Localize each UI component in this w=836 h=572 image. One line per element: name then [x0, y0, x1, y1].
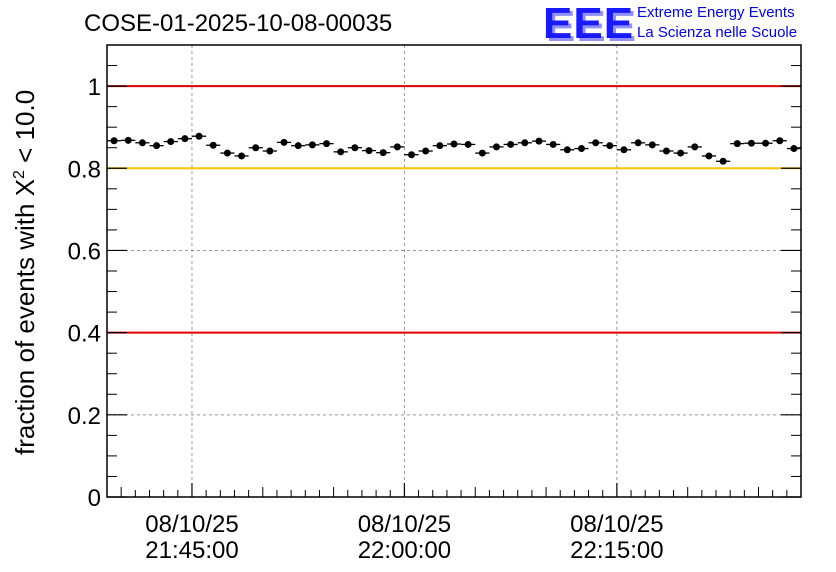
- y-tick-label: 0.8: [68, 156, 101, 183]
- axis-ticks: [107, 65, 801, 498]
- y-axis-label-exp: 2: [11, 170, 28, 179]
- logo-subtitle-2: La Scienza nelle Scuole: [637, 24, 798, 41]
- grid-layer: [107, 45, 801, 497]
- data-point: [507, 140, 515, 148]
- data-point: [422, 147, 430, 155]
- x-tick-time: 22:15:00: [570, 537, 663, 564]
- logo-subtitle-1: Extreme Energy Events: [637, 4, 795, 21]
- data-point: [776, 137, 784, 145]
- plot-frame: [106, 44, 802, 498]
- data-point: [252, 144, 260, 152]
- data-point: [677, 149, 685, 157]
- eee-logo: EEE: [543, 0, 635, 48]
- x-tick-date: 08/10/25: [145, 511, 238, 538]
- data-point: [577, 145, 585, 153]
- x-tick-date: 08/10/25: [358, 511, 451, 538]
- data-point: [124, 136, 132, 144]
- y-tick-label: 0.2: [68, 403, 101, 430]
- data-point: [450, 140, 458, 148]
- chart-title: COSE-01-2025-10-08-00035: [84, 10, 393, 37]
- data-point: [747, 139, 755, 147]
- data-point: [223, 149, 231, 157]
- data-point: [620, 146, 628, 154]
- data-point: [521, 139, 529, 147]
- data-point: [365, 147, 373, 155]
- y-axis-label-tail: < 10.0: [10, 90, 40, 170]
- data-point: [790, 145, 798, 153]
- y-tick-label: 0: [88, 485, 101, 512]
- data-point: [719, 157, 727, 165]
- data-point: [337, 148, 345, 156]
- y-tick-label: 1: [88, 74, 101, 101]
- y-tick-label: 0.4: [68, 321, 101, 348]
- data-point: [592, 139, 600, 147]
- y-axis-label-chi: X: [10, 179, 40, 196]
- data-point: [294, 142, 302, 150]
- x-tick-time: 22:00:00: [358, 537, 451, 564]
- data-point: [195, 132, 203, 140]
- data-point: [138, 139, 146, 147]
- data-point: [181, 135, 189, 143]
- axis-labels: 00.20.40.60.8108/10/2521:45:0008/10/2522…: [68, 74, 664, 564]
- y-axis-label: fraction of events with X2 < 10.0: [10, 90, 40, 455]
- data-point: [549, 140, 557, 148]
- data-series: [107, 132, 801, 165]
- data-point: [238, 152, 246, 160]
- data-point: [280, 138, 288, 146]
- data-point: [563, 146, 571, 154]
- y-axis-label-main: fraction of events with: [10, 204, 40, 455]
- y-tick-label: 0.6: [68, 238, 101, 265]
- x-tick-date: 08/10/25: [570, 511, 663, 538]
- data-point: [436, 142, 444, 150]
- data-point: [606, 142, 614, 150]
- data-point: [733, 140, 741, 148]
- data-point: [266, 147, 274, 155]
- data-point: [209, 141, 217, 149]
- data-point: [634, 139, 642, 147]
- data-point: [478, 149, 486, 157]
- data-point: [308, 141, 316, 149]
- data-point: [408, 151, 416, 159]
- data-point: [167, 138, 175, 146]
- data-point: [691, 143, 699, 151]
- data-point: [323, 140, 331, 148]
- data-point: [110, 137, 118, 145]
- data-point: [648, 141, 656, 149]
- data-point: [393, 143, 401, 151]
- data-point: [379, 149, 387, 157]
- data-point: [662, 147, 670, 155]
- x-tick-time: 21:45:00: [145, 537, 238, 564]
- data-point: [351, 144, 359, 152]
- data-point: [762, 139, 770, 147]
- data-point: [464, 140, 472, 148]
- data-point: [492, 143, 500, 151]
- data-point: [153, 142, 161, 150]
- data-point: [705, 152, 713, 160]
- reference-lines: [107, 85, 801, 334]
- data-point: [535, 137, 543, 145]
